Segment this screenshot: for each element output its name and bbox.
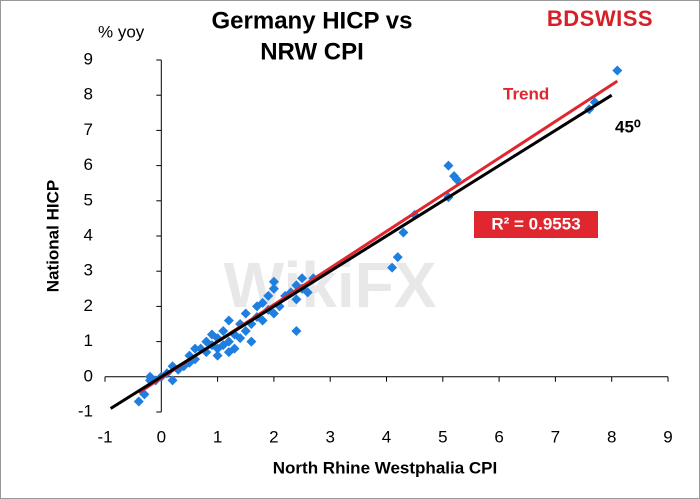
y-tick-label: 2	[84, 296, 93, 315]
y-tick-label: 3	[84, 261, 93, 280]
data-point	[268, 276, 279, 287]
data-point	[392, 252, 403, 263]
data-point	[443, 160, 454, 171]
y-tick-label: 7	[84, 120, 93, 139]
data-point	[257, 315, 268, 326]
x-tick-label: 9	[663, 427, 672, 446]
x-tick-label: 3	[325, 427, 334, 446]
chart-title: Germany HICP vs	[212, 7, 413, 34]
data-point	[268, 308, 279, 319]
data-point	[291, 294, 302, 305]
y-tick-label: 1	[84, 331, 93, 350]
x-tick-label: 5	[438, 427, 447, 446]
data-point	[257, 297, 268, 308]
x-axis-label: North Rhine Westphalia CPI	[273, 458, 498, 477]
x-tick-label: 0	[157, 427, 166, 446]
data-point	[398, 227, 409, 238]
r-squared-annotation: R² = 0.9553	[491, 214, 580, 233]
x-tick-label: 2	[269, 427, 278, 446]
data-point	[246, 336, 257, 347]
y-axis-label: National HICP	[43, 180, 62, 292]
x-tick-label: -1	[97, 427, 112, 446]
data-point	[240, 308, 251, 319]
y-tick-label: 4	[84, 225, 93, 244]
x-tick-label: 1	[213, 427, 222, 446]
data-point	[263, 290, 274, 301]
data-point	[240, 326, 251, 337]
x-tick-label: 8	[607, 427, 616, 446]
data-point	[223, 347, 234, 358]
y-tick-label: 0	[84, 366, 93, 385]
watermark: WikiFX	[224, 249, 437, 321]
data-point	[302, 287, 313, 298]
data-point	[190, 343, 201, 354]
y-tick-label: 5	[84, 190, 93, 209]
data-point	[387, 262, 398, 273]
data-point	[167, 375, 178, 386]
trend-annotation: Trend	[503, 84, 549, 103]
r-squared-box	[474, 211, 598, 238]
data-point	[268, 283, 279, 294]
diagonal-annotation: 45⁰	[615, 117, 641, 136]
data-point	[218, 326, 229, 337]
x-tick-label: 7	[551, 427, 560, 446]
data-point	[297, 273, 308, 284]
data-point	[133, 396, 144, 407]
y-tick-label: 6	[84, 155, 93, 174]
data-point	[291, 326, 302, 337]
x-tick-label: 6	[494, 427, 503, 446]
x-tick-label: 4	[382, 427, 391, 446]
trend-line	[109, 93, 613, 410]
y-tick-label: 9	[84, 49, 93, 68]
data-point	[223, 315, 234, 326]
y-tick-label: -1	[78, 401, 93, 420]
chart-title: NRW CPI	[260, 38, 364, 65]
data-point	[235, 333, 246, 344]
data-point	[223, 336, 234, 347]
logo: BDSWISS	[547, 6, 653, 31]
y-tick-label: 8	[84, 85, 93, 104]
y-unit-label: % yoy	[98, 22, 145, 41]
data-point	[212, 350, 223, 361]
data-point	[612, 65, 623, 76]
